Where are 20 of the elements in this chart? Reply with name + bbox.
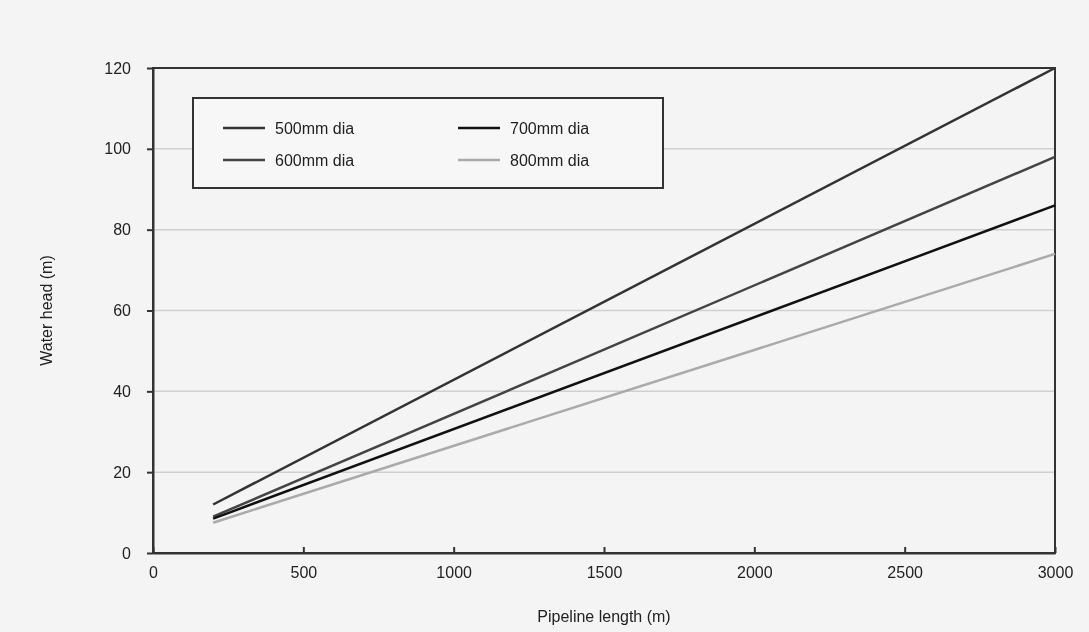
legend-label: 800mm dia	[510, 152, 590, 169]
y-axis-title: Water head (m)	[38, 255, 55, 366]
y-tick-label: 0	[122, 544, 132, 562]
y-tick-label: 60	[113, 302, 132, 320]
y-tick-label: 100	[104, 140, 132, 158]
y-tick-label: 20	[113, 463, 132, 481]
legend-label: 600mm dia	[275, 152, 355, 169]
legend-label: 500mm dia	[275, 120, 355, 137]
legend-label: 700mm dia	[510, 120, 590, 137]
x-axis-title: Pipeline length (m)	[537, 608, 671, 625]
x-tick-label: 3000	[1037, 564, 1074, 582]
x-tick-label: 1500	[586, 564, 623, 582]
x-tick-label: 0	[149, 564, 159, 582]
x-tick-label: 2500	[887, 564, 924, 582]
y-tick-label: 40	[113, 382, 132, 400]
y-tick-label: 120	[104, 59, 132, 77]
y-tick-label: 80	[113, 221, 132, 239]
x-tick-label: 1000	[436, 564, 473, 582]
x-tick-label: 2000	[737, 564, 773, 582]
x-tick-label: 500	[290, 564, 318, 582]
